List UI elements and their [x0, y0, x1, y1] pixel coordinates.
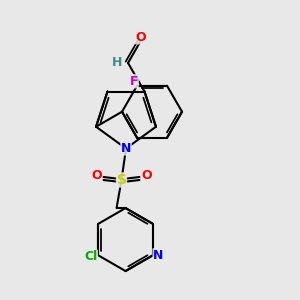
- Text: O: O: [141, 169, 152, 182]
- Text: O: O: [136, 31, 146, 44]
- Text: S: S: [116, 173, 127, 187]
- Text: Cl: Cl: [84, 250, 98, 263]
- Text: O: O: [91, 169, 102, 182]
- Text: N: N: [121, 142, 131, 155]
- Text: H: H: [112, 56, 123, 69]
- Text: N: N: [153, 249, 164, 262]
- Text: F: F: [130, 75, 138, 88]
